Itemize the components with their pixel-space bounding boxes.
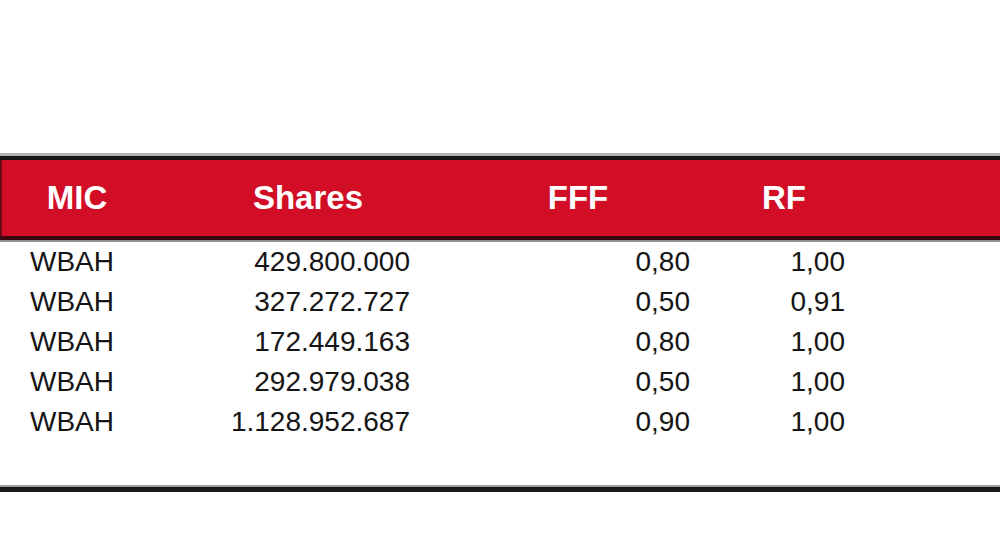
cell-shares: 429.800.000	[152, 242, 410, 282]
cell-spacer	[845, 322, 1000, 362]
cell-mic: WBAH	[0, 282, 152, 322]
cell-mic: WBAH	[0, 322, 152, 362]
table-row: WBAH 429.800.000 0,80 1,00	[0, 242, 1000, 282]
cell-spacer	[845, 402, 1000, 442]
cell-rf: 1,00	[690, 402, 845, 442]
cell-fff: 0,80	[410, 322, 690, 362]
cell-mic: WBAH	[0, 242, 152, 282]
table-row: WBAH 292.979.038 0,50 1,00	[0, 362, 1000, 402]
cell-mic: WBAH	[0, 362, 152, 402]
table-row: WBAH 1.128.952.687 0,90 1,00	[0, 402, 1000, 442]
cell-shares: 1.128.952.687	[152, 402, 410, 442]
cell-shares: 292.979.038	[152, 362, 410, 402]
cell-fff: 0,50	[410, 362, 690, 402]
table-row: WBAH 327.272.727 0,50 0,91	[0, 282, 1000, 322]
table-row: WBAH 172.449.163 0,80 1,00	[0, 322, 1000, 362]
cell-fff: 0,80	[410, 242, 690, 282]
header-cell-rf: RF	[690, 179, 845, 217]
cell-spacer	[845, 242, 1000, 282]
cell-fff: 0,50	[410, 282, 690, 322]
header-cell-fff: FFF	[410, 179, 690, 217]
cell-rf: 1,00	[690, 242, 845, 282]
header-cell-mic: MIC	[2, 179, 152, 217]
data-table: MIC Shares FFF RF WBAH 429.800.000 0,80 …	[0, 153, 1000, 442]
table-bottom-border	[0, 485, 1000, 492]
cell-shares: 172.449.163	[152, 322, 410, 362]
table-bottom-border-line	[0, 487, 1000, 492]
cell-fff: 0,90	[410, 402, 690, 442]
table-body: WBAH 429.800.000 0,80 1,00 WBAH 327.272.…	[0, 242, 1000, 442]
cell-spacer	[845, 282, 1000, 322]
header-cell-shares: Shares	[152, 179, 410, 217]
cell-shares: 327.272.727	[152, 282, 410, 322]
cell-spacer	[845, 362, 1000, 402]
cell-rf: 1,00	[690, 362, 845, 402]
page: MIC Shares FFF RF WBAH 429.800.000 0,80 …	[0, 0, 1000, 550]
table-header-row: MIC Shares FFF RF	[0, 160, 1000, 236]
cell-rf: 1,00	[690, 322, 845, 362]
cell-rf: 0,91	[690, 282, 845, 322]
cell-mic: WBAH	[0, 402, 152, 442]
